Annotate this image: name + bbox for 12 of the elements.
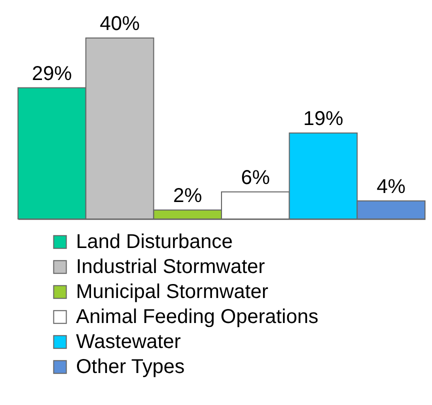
legend-label: Wastewater [76,331,182,353]
data-label: 2% [173,184,202,207]
legend-label: Industrial Stormwater [76,256,266,278]
legend-label: Land Disturbance [76,231,233,253]
legend-label: Animal Feeding Operations [76,306,318,328]
data-label: 19% [303,108,344,130]
data-label: 29% [32,62,72,85]
data-label: 40% [100,13,140,35]
legend-label: Other Types [76,356,185,378]
legend-label: Municipal Stormwater [76,281,269,303]
data-label: 6% [240,166,270,189]
data-label: 4% [376,176,406,198]
